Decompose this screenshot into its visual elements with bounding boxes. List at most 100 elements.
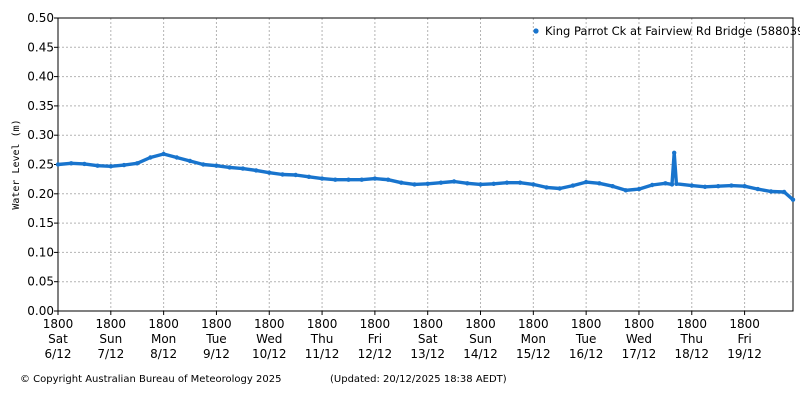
y-tick-label: 0.35 (27, 99, 54, 113)
data-point (623, 188, 628, 193)
x-axis-ticks: 1800Sat6/121800Sun7/121800Mon8/121800Tue… (43, 311, 762, 361)
data-point (359, 177, 364, 182)
x-tick-time: 1800 (307, 317, 338, 331)
legend-marker (533, 28, 539, 34)
legend: King Parrot Ck at Fairview Rd Bridge (58… (533, 24, 800, 38)
data-point (465, 181, 470, 186)
x-tick-date: 14/12 (463, 347, 498, 361)
x-tick-date: 16/12 (569, 347, 604, 361)
data-point (108, 164, 114, 169)
x-tick-day: Fri (737, 332, 751, 346)
data-point (438, 180, 444, 185)
x-tick-day: Thu (310, 332, 334, 346)
data-point (755, 186, 760, 192)
x-tick-date: 8/12 (150, 347, 177, 361)
grid-lines (58, 18, 793, 311)
data-point (544, 185, 549, 190)
x-tick-time: 1800 (624, 317, 655, 331)
data-point (636, 186, 642, 192)
data-point (451, 179, 457, 184)
data-point (663, 181, 668, 186)
data-point (148, 155, 153, 160)
data-point (583, 179, 589, 185)
data-point (782, 189, 787, 195)
y-tick-label: 0.25 (27, 158, 54, 172)
data-point (742, 184, 747, 189)
series-layer (55, 150, 796, 202)
x-tick-date: 19/12 (727, 347, 762, 361)
y-tick-label: 0.45 (27, 40, 54, 54)
x-tick-day: Sun (469, 332, 492, 346)
x-tick-date: 15/12 (516, 347, 551, 361)
data-point (306, 174, 312, 179)
data-point (425, 181, 430, 186)
x-tick-time: 1800 (360, 317, 391, 331)
x-tick-day: Wed (626, 332, 652, 346)
x-tick-time: 1800 (43, 317, 74, 331)
x-tick-date: 6/12 (45, 347, 72, 361)
data-point (702, 184, 708, 189)
data-point (214, 163, 219, 168)
y-tick-label: 0.50 (27, 11, 54, 25)
data-point (531, 182, 536, 187)
data-point (227, 165, 232, 170)
data-point (174, 155, 179, 160)
x-tick-day: Sat (48, 332, 68, 346)
data-point (121, 162, 127, 168)
data-point (82, 161, 87, 167)
y-tick-label: 0.40 (27, 70, 54, 84)
data-point (557, 186, 562, 191)
x-tick-date: 13/12 (410, 347, 445, 361)
x-tick-date: 17/12 (622, 347, 657, 361)
data-point (55, 162, 61, 167)
x-tick-time: 1800 (96, 317, 127, 331)
x-tick-time: 1800 (201, 317, 232, 331)
data-point (597, 181, 602, 186)
x-tick-day: Tue (205, 332, 227, 346)
legend-label: King Parrot Ck at Fairview Rd Bridge (58… (545, 24, 800, 38)
data-point (240, 166, 246, 171)
data-point (187, 158, 193, 164)
data-point (504, 180, 510, 185)
data-point (491, 181, 496, 186)
data-point (293, 172, 298, 178)
x-tick-day: Wed (256, 332, 282, 346)
data-point (517, 180, 523, 185)
y-tick-label: 0.10 (27, 245, 54, 259)
x-tick-day: Mon (151, 332, 176, 346)
data-point (69, 161, 74, 166)
x-tick-time: 1800 (571, 317, 602, 331)
data-point (672, 150, 677, 155)
x-tick-day: Fri (368, 332, 382, 346)
x-tick-date: 10/12 (252, 347, 287, 361)
x-tick-day: Mon (521, 332, 546, 346)
data-point (610, 184, 615, 189)
updated-timestamp: (Updated: 20/12/2025 18:38 AEDT) (330, 374, 507, 385)
data-point (674, 181, 679, 186)
x-tick-time: 1800 (148, 317, 179, 331)
data-point (478, 182, 483, 187)
y-tick-label: 0.00 (27, 304, 54, 318)
y-axis-ticks: 0.00 0.05 0.10 0.15 0.20 0.25 0.30 0.35 0.40 0.45… (27, 11, 58, 318)
data-point (161, 151, 166, 157)
data-point (650, 182, 655, 188)
data-point (135, 161, 140, 166)
y-tick-label: 0.05 (27, 275, 54, 289)
data-point (319, 176, 325, 181)
x-tick-date: 18/12 (674, 347, 709, 361)
series-line (56, 151, 795, 202)
y-axis-label: Water Level (m) (11, 119, 22, 209)
x-tick-time: 1800 (676, 317, 707, 331)
